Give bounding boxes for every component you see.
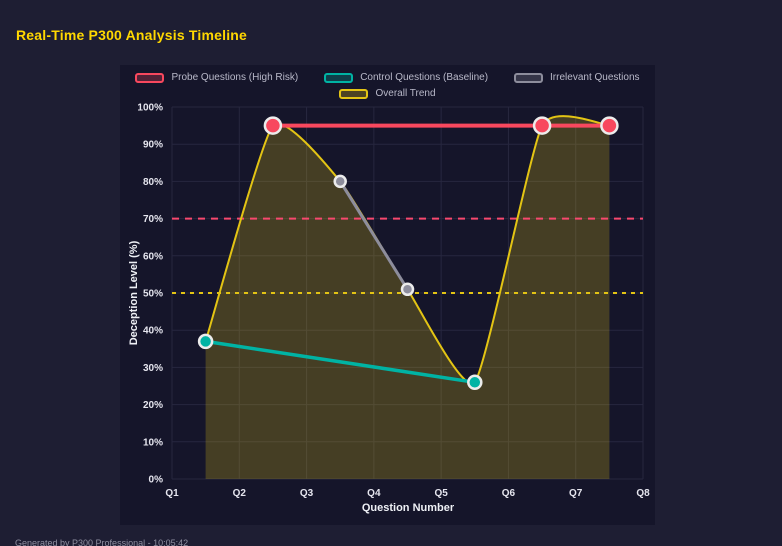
- y-axis-tick-label: 60%: [143, 251, 163, 262]
- y-axis-tick-label: 10%: [143, 437, 163, 448]
- chart-panel: Probe Questions (High Risk) Control Quest…: [120, 65, 655, 525]
- data-point[interactable]: [532, 116, 552, 135]
- legend-label: Overall Trend: [375, 88, 436, 99]
- data-point[interactable]: [600, 116, 619, 135]
- x-axis-tick-label: Q4: [367, 488, 381, 499]
- x-axis-tick-label: Q7: [569, 488, 583, 499]
- x-axis-tick-label: Q8: [636, 488, 650, 499]
- chart-legend: Probe Questions (High Risk) Control Quest…: [120, 72, 655, 99]
- legend-label: Irrelevant Questions: [550, 72, 640, 83]
- data-point[interactable]: [197, 333, 214, 350]
- x-axis-tick-label: Q6: [502, 488, 516, 499]
- y-axis-tick-label: 50%: [143, 289, 163, 300]
- legend-swatch: [514, 72, 544, 83]
- y-axis-tick-label: 30%: [143, 363, 163, 374]
- legend-swatch: [324, 72, 354, 83]
- y-axis-tick-label: 40%: [143, 326, 163, 337]
- legend-swatch: [135, 72, 165, 83]
- y-axis-tick-label: 70%: [143, 214, 163, 225]
- x-axis-tick-label: Q5: [434, 488, 448, 499]
- y-axis-tick-label: 80%: [143, 177, 163, 188]
- y-axis-tick-label: 90%: [143, 140, 163, 151]
- series-line: [338, 179, 409, 291]
- x-axis-tick-label: Q3: [300, 488, 314, 499]
- data-point[interactable]: [333, 174, 347, 189]
- legend-row: Overall Trend: [339, 88, 436, 99]
- data-point[interactable]: [263, 116, 283, 135]
- y-axis-tick-label: 0%: [149, 475, 164, 486]
- legend-swatch: [339, 88, 369, 99]
- x-axis-tick-label: Q1: [165, 488, 179, 499]
- y-axis-tick-label: 20%: [143, 400, 163, 411]
- legend-label: Probe Questions (High Risk): [171, 72, 299, 83]
- legend-label: Control Questions (Baseline): [360, 72, 489, 83]
- data-point[interactable]: [467, 374, 483, 391]
- legend-item[interactable]: Probe Questions (High Risk): [135, 72, 298, 83]
- footer-text: Generated by P300 Professional - 10:05:4…: [15, 538, 189, 546]
- page-title: Real-Time P300 Analysis Timeline: [16, 27, 248, 43]
- legend-item[interactable]: Overall Trend: [339, 88, 436, 99]
- legend-item[interactable]: Control Questions (Baseline): [324, 72, 488, 83]
- x-axis-title: Question Number: [361, 502, 455, 514]
- trend-area-fill: [205, 116, 610, 480]
- legend-row: Probe Questions (High Risk) Control Quest…: [135, 72, 640, 83]
- legend-item[interactable]: Irrelevant Questions: [514, 72, 640, 83]
- timeline-chart: 0% 10% 20% 30% 40% 50% 60% 70% 80% 90% 100% Q1 Q2 Q3 Q…: [137, 103, 650, 500]
- series-line: [203, 339, 477, 385]
- y-axis-title: Deception Level (%): [128, 240, 140, 346]
- data-point[interactable]: [400, 282, 415, 297]
- y-axis-tick-label: 100%: [137, 103, 163, 114]
- x-axis-tick-label: Q2: [233, 488, 247, 499]
